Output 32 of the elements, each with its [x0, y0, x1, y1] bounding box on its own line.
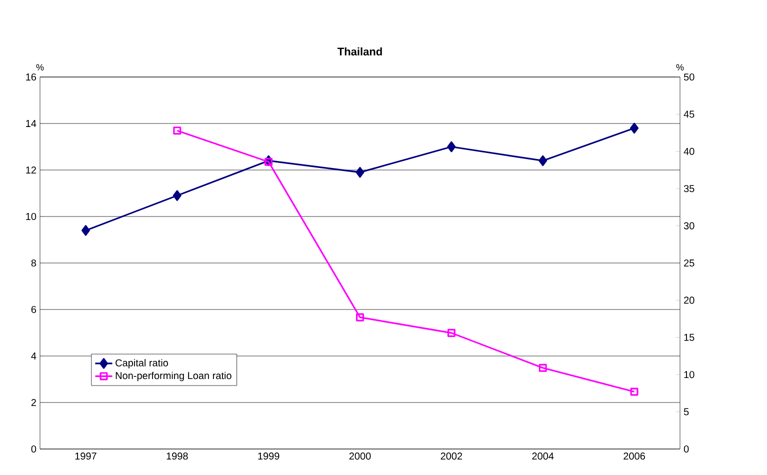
y2-tick-label: 10 — [684, 371, 694, 378]
y-axis-title: % — [36, 64, 44, 70]
y2-tick-label: 5 — [684, 408, 689, 416]
y-tick-label: 6 — [31, 306, 36, 314]
y2-tick-label: 0 — [684, 445, 689, 453]
y-tick-label: 4 — [31, 352, 36, 360]
chart-title: Thailand — [338, 47, 382, 56]
x-tick-label: 2000 — [349, 452, 371, 460]
y2-tick-label: 50 — [684, 73, 694, 81]
y2-tick-label: 40 — [684, 148, 694, 155]
y2-tick-label: 20 — [684, 296, 694, 304]
y-tick-label: 10 — [26, 212, 36, 220]
y-tick-label: 0 — [31, 445, 36, 453]
y-tick-label: 8 — [31, 259, 36, 267]
x-tick-label: 2006 — [624, 452, 645, 460]
x-tick-label: 2002 — [440, 452, 462, 460]
y2-tick-label: 25 — [684, 259, 694, 267]
y2-tick-label: 35 — [684, 185, 694, 192]
y-tick-label: 16 — [26, 73, 36, 81]
y-tick-label: 2 — [31, 399, 36, 406]
x-tick-label: 1997 — [75, 452, 96, 460]
y2-tick-label: 30 — [684, 222, 694, 230]
legend-label: Capital ratio — [116, 359, 168, 368]
y2-tick-label: 45 — [684, 110, 694, 118]
x-tick-label: 1999 — [258, 452, 280, 460]
y-tick-label: 14 — [26, 120, 36, 127]
x-tick-label: 1998 — [166, 452, 188, 460]
y-tick-label: 12 — [26, 166, 36, 174]
y2-tick-label: 15 — [684, 334, 694, 341]
legend-label: Non-performing Loan ratio — [116, 372, 232, 382]
y2-axis-title: % — [676, 64, 684, 70]
x-tick-label: 2004 — [532, 452, 554, 460]
